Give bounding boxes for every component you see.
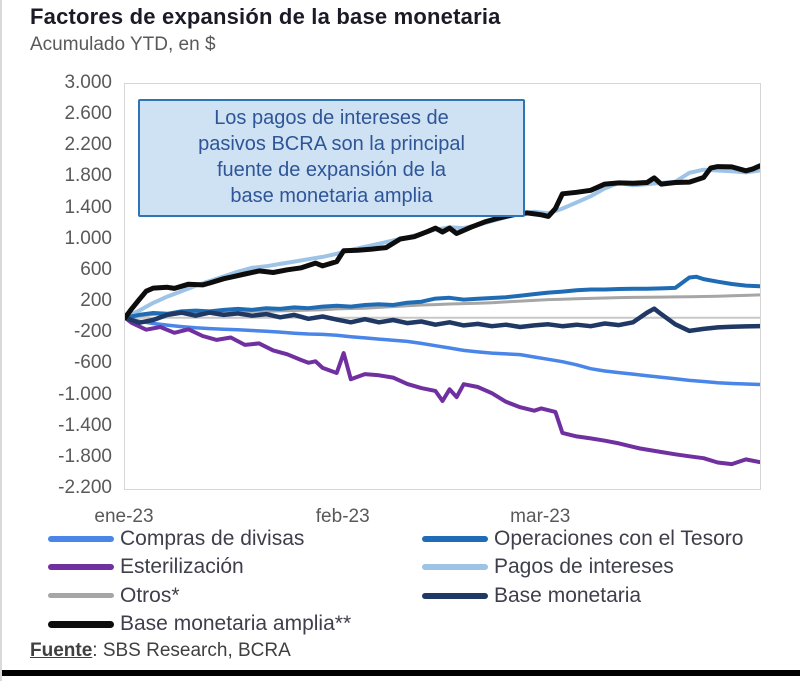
series-line-operaciones (125, 274, 760, 320)
y-axis-tick-label: 2.200 (64, 134, 112, 156)
source-label: Fuente (30, 640, 93, 661)
chart-title: Factores de expansión de la base monetar… (30, 4, 501, 29)
source-text: : SBS Research, BCRA (92, 640, 291, 661)
legend-item-pagos: Pagos de intereses (422, 554, 674, 580)
y-axis-tick-label: -1.000 (58, 383, 112, 405)
legend-label: Base monetaria amplia** (120, 612, 352, 636)
legend-swatch-otros (48, 593, 114, 599)
annotation-line: base monetaria amplia (230, 185, 433, 207)
chart-lines-svg (125, 163, 760, 467)
series-line-base (125, 306, 760, 334)
y-axis-tick-label: 1.000 (64, 227, 112, 249)
y-axis-tick-label: 1.400 (64, 196, 112, 218)
plot-area: Los pagos de intereses de pasivos BCRA s… (124, 83, 761, 490)
legend-label: Compras de divisas (120, 527, 305, 550)
series-line-compras (125, 315, 760, 387)
legend-swatch-esterilizacion (48, 564, 114, 571)
y-axis-tick-label: 1.800 (64, 165, 112, 187)
y-axis-tick-label: -600 (73, 352, 112, 374)
x-axis-tick-label: mar-23 (510, 506, 571, 527)
legend-swatch-compras (48, 536, 114, 542)
x-axis-tick-label: feb-23 (315, 506, 370, 527)
legend-item-amplia: Base monetaria amplia** (48, 611, 351, 637)
y-axis-tick-label: 3.000 (64, 72, 112, 93)
legend-swatch-pagos (422, 564, 488, 571)
legend-item-esterilizacion: Esterilización (48, 554, 244, 580)
y-axis-tick-label: -2.200 (58, 477, 112, 498)
annotation-box: Los pagos de intereses de pasivos BCRA s… (138, 99, 525, 217)
x-axis-tick-label: ene-23 (94, 506, 154, 527)
chart-subtitle: Acumulado YTD, en $ (30, 34, 216, 55)
series-line-pagos (125, 167, 760, 320)
source-note: Fuente: SBS Research, BCRA (30, 640, 291, 662)
legend-swatch-amplia (48, 620, 114, 628)
legend-label: Otros* (120, 583, 180, 607)
legend-label: Base monetaria (494, 583, 642, 607)
series-line-amplia (125, 163, 760, 321)
y-axis-tick-label: -1.400 (58, 414, 112, 436)
bottom-rule (2, 670, 800, 676)
legend-item-otros: Otros* (48, 583, 180, 609)
annotation-line: Los pagos de intereses de (214, 107, 449, 129)
annotation-line: pasivos BCRA son la principal (198, 133, 465, 155)
y-axis-tick-label: -1.800 (58, 445, 112, 467)
y-axis-tick-label: -200 (73, 321, 112, 343)
annotation-line: fuente de expansión de la (216, 159, 447, 181)
legend-item-compras: Compras de divisas (48, 526, 304, 552)
legend-swatch-operaciones (422, 536, 488, 542)
legend-label: Operaciones con el Tesoro (494, 527, 744, 550)
legend-item-base: Base monetaria (422, 583, 641, 609)
y-axis-tick-label: 200 (80, 290, 112, 312)
y-axis-tick-label: 2.600 (64, 103, 112, 125)
legend-item-operaciones: Operaciones con el Tesoro (422, 526, 743, 552)
legend-swatch-base (422, 592, 488, 600)
y-axis-labels: 3.000 2.600 2.200 1.800 1.400 1.000 600 200 -200… (2, 0, 112, 520)
y-axis-tick-label: 600 (80, 258, 112, 280)
legend-label: Esterilización (120, 555, 244, 579)
series-line-esterilizacion (125, 315, 760, 467)
legend-label: Pagos de intereses (494, 555, 674, 579)
